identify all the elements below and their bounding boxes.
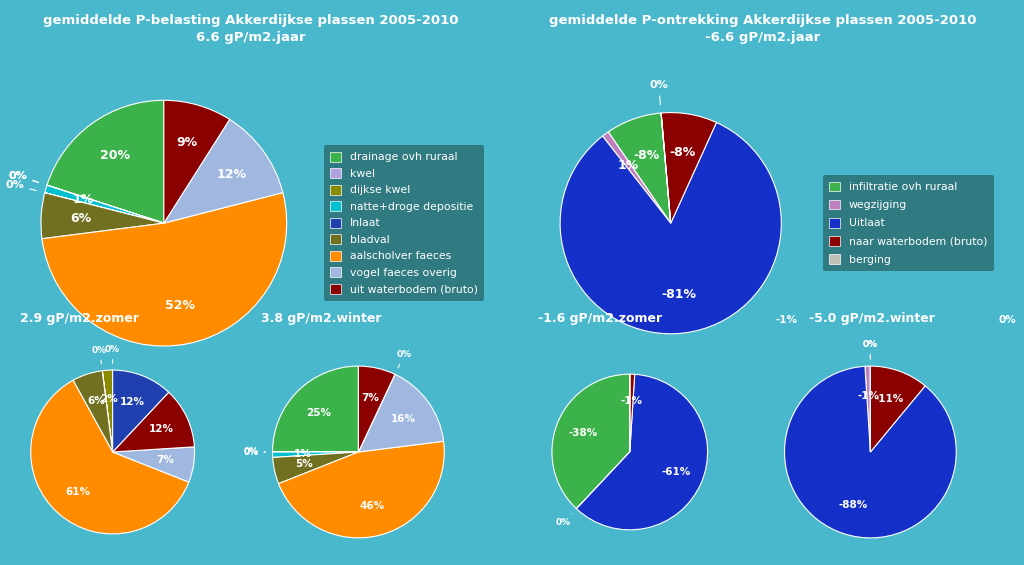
Text: -38%: -38% (568, 428, 597, 438)
Text: 7%: 7% (361, 393, 380, 402)
Wedge shape (45, 193, 164, 223)
Text: 25%: 25% (306, 407, 332, 418)
Wedge shape (272, 452, 358, 484)
Text: 16%: 16% (391, 414, 416, 424)
Text: 0%: 0% (244, 447, 265, 457)
Text: 1%: 1% (73, 193, 94, 206)
Text: 3.8 gP/m2.winter: 3.8 gP/m2.winter (261, 312, 382, 325)
Text: 6%: 6% (70, 211, 91, 224)
Text: -8%: -8% (670, 146, 696, 159)
Text: -81%: -81% (662, 288, 696, 301)
Text: 0%: 0% (863, 340, 878, 359)
Text: 0%: 0% (105, 345, 120, 363)
Wedge shape (602, 132, 671, 223)
Text: 0%: 0% (8, 171, 39, 182)
Text: 1%: 1% (294, 449, 311, 459)
Text: -6.6 gP/m2.jaar: -6.6 gP/m2.jaar (706, 31, 820, 44)
Text: 20%: 20% (99, 149, 130, 162)
Text: 0%: 0% (396, 350, 412, 368)
Wedge shape (577, 452, 630, 508)
Text: 2%: 2% (100, 394, 118, 404)
Text: -5.0 gP/m2.winter: -5.0 gP/m2.winter (809, 312, 935, 325)
Text: 6%: 6% (87, 397, 105, 406)
Text: -1%: -1% (775, 315, 797, 325)
Text: 9%: 9% (176, 136, 198, 149)
Wedge shape (279, 441, 444, 538)
Wedge shape (630, 374, 635, 452)
Text: 0%: 0% (244, 447, 265, 457)
Wedge shape (608, 113, 671, 223)
Text: 12%: 12% (120, 398, 144, 407)
Text: -1.6 gP/m2.zomer: -1.6 gP/m2.zomer (538, 312, 662, 325)
Text: 0%: 0% (649, 80, 668, 105)
Wedge shape (358, 374, 395, 452)
Wedge shape (113, 370, 169, 452)
Text: 12%: 12% (216, 168, 247, 181)
Wedge shape (164, 101, 229, 223)
Text: 1%: 1% (617, 159, 639, 172)
Wedge shape (113, 392, 195, 452)
Wedge shape (552, 374, 630, 508)
Text: 6.6 gP/m2.jaar: 6.6 gP/m2.jaar (196, 31, 306, 44)
Text: 5%: 5% (295, 459, 312, 469)
Wedge shape (784, 366, 956, 538)
Text: 2.9 gP/m2.zomer: 2.9 gP/m2.zomer (20, 312, 139, 325)
Wedge shape (272, 366, 358, 452)
Wedge shape (577, 375, 708, 530)
Wedge shape (865, 366, 870, 452)
Text: -61%: -61% (662, 467, 691, 477)
Text: 0%: 0% (6, 180, 36, 190)
Text: -1%: -1% (858, 391, 880, 401)
Text: 12%: 12% (148, 424, 173, 434)
Text: 0%: 0% (998, 315, 1016, 325)
Text: 7%: 7% (157, 455, 174, 466)
Wedge shape (73, 371, 113, 452)
Wedge shape (560, 123, 781, 334)
Legend: drainage ovh ruraal, kwel, dijkse kwel, natte+droge depositie, Inlaat, bladval, : drainage ovh ruraal, kwel, dijkse kwel, … (324, 145, 484, 301)
Text: 0%: 0% (92, 346, 108, 364)
Wedge shape (662, 113, 671, 223)
Wedge shape (662, 112, 717, 223)
Text: 61%: 61% (65, 487, 90, 497)
Wedge shape (47, 185, 164, 223)
Text: -1%: -1% (621, 397, 642, 406)
Text: gemiddelde P-belasting Akkerdijkse plassen 2005-2010: gemiddelde P-belasting Akkerdijkse plass… (43, 14, 459, 27)
Wedge shape (41, 193, 164, 239)
Wedge shape (102, 370, 113, 452)
Wedge shape (358, 366, 395, 452)
Wedge shape (47, 101, 164, 223)
Text: 52%: 52% (165, 299, 195, 312)
Wedge shape (42, 193, 287, 346)
Wedge shape (870, 366, 925, 452)
Wedge shape (113, 447, 195, 482)
Text: -8%: -8% (634, 149, 659, 162)
Text: -11%: -11% (874, 394, 904, 405)
Wedge shape (47, 185, 164, 223)
Wedge shape (164, 119, 283, 223)
Text: 0%: 0% (8, 171, 39, 182)
Wedge shape (358, 374, 443, 452)
Text: -88%: -88% (839, 500, 867, 510)
Wedge shape (102, 371, 113, 452)
Text: 0%: 0% (556, 514, 572, 527)
Wedge shape (272, 452, 358, 458)
Text: 0%: 0% (863, 340, 878, 359)
Text: 46%: 46% (359, 501, 385, 511)
Legend: infiltratie ovh ruraal, wegzijging, Uitlaat, naar waterbodem (bruto), berging: infiltratie ovh ruraal, wegzijging, Uitl… (823, 175, 993, 271)
Wedge shape (31, 380, 188, 534)
Wedge shape (45, 185, 164, 223)
Text: gemiddelde P-ontrekking Akkerdijkse plassen 2005-2010: gemiddelde P-ontrekking Akkerdijkse plas… (549, 14, 977, 27)
